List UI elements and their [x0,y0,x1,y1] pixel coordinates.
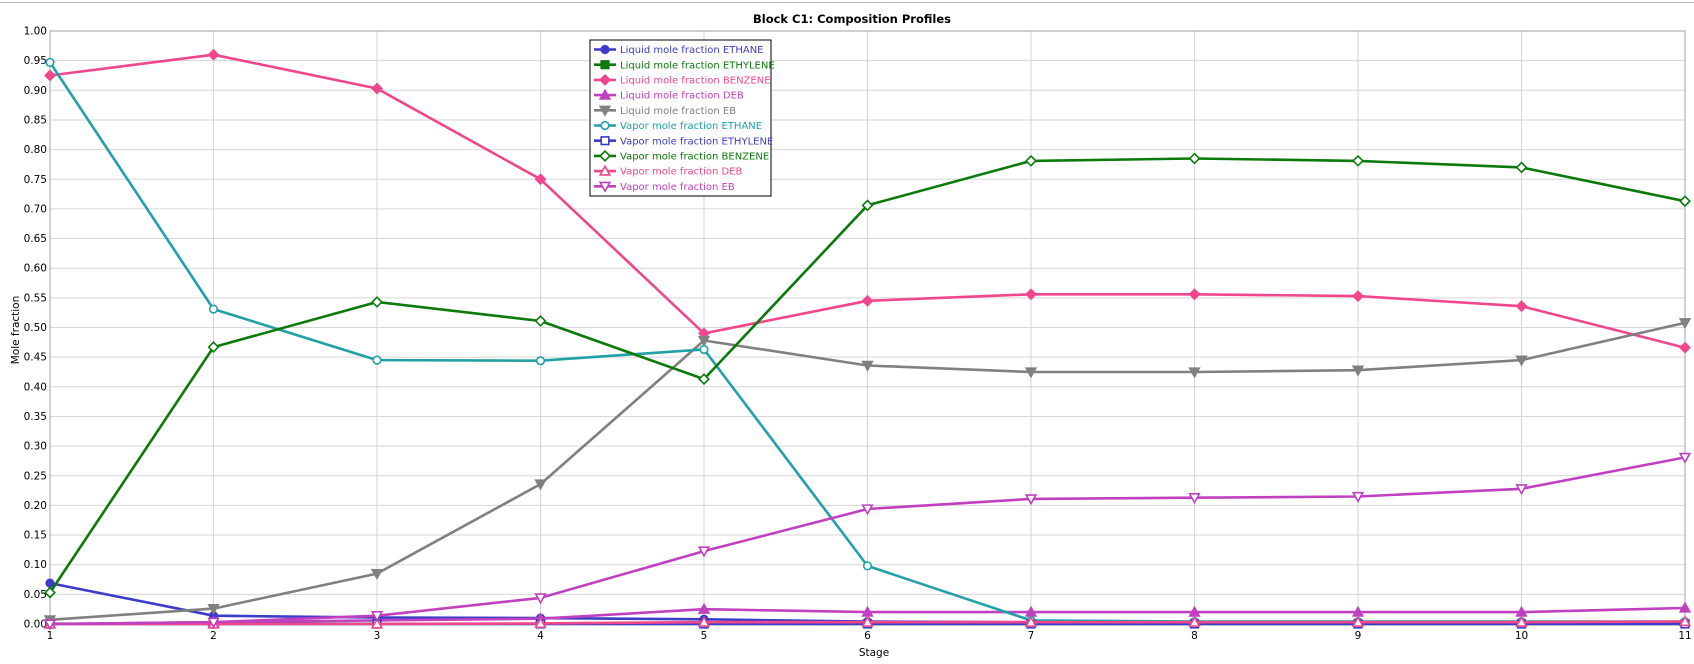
y-tick-label: 0.10 [24,559,47,571]
y-tick-label: 1.00 [24,26,47,38]
y-axis-label: Mole fraction [10,296,22,365]
legend-label: Liquid mole fraction BENZENE [620,76,771,87]
x-axis-label: Stage [859,647,889,659]
legend-marker [601,137,609,145]
y-tick-label: 0.35 [24,411,47,423]
y-tick-label: 0.40 [24,381,47,393]
x-tick-label: 10 [1515,630,1528,642]
legend-label: Vapor mole fraction BENZENE [620,152,769,163]
y-tick-label: 0.15 [24,530,47,542]
x-tick-label: 3 [374,630,381,642]
legend-entry: Liquid mole fraction ETHYLENE [594,60,775,71]
y-tick-label: 0.80 [24,144,47,156]
data-point [864,562,872,570]
legend-label: Liquid mole fraction EB [620,106,736,117]
legend-label: Liquid mole fraction DEB [620,91,744,102]
y-tick-label: 0.20 [24,500,47,512]
legend-marker [601,46,609,54]
data-point [700,346,708,354]
y-tick-label: 0.05 [24,589,47,601]
y-tick-label: 0.75 [24,174,47,186]
legend-label: Vapor mole fraction EB [620,182,735,193]
y-tick-label: 0.30 [24,441,47,453]
legend-entry: Vapor mole fraction ETHANE [594,121,762,132]
legend-entry: Liquid mole fraction BENZENE [594,75,771,86]
y-tick-label: 0.60 [24,263,47,275]
data-point [46,579,54,587]
y-tick-label: 0.85 [24,114,47,126]
x-tick-label: 5 [701,630,708,642]
y-tick-label: 0.50 [24,322,47,334]
legend-marker [601,122,609,130]
y-tick-label: 0.25 [24,470,47,482]
x-tick-label: 4 [537,630,544,642]
legend-label: Liquid mole fraction ETHYLENE [620,60,775,71]
x-tick-label: 1 [47,630,54,642]
y-tick-label: 0.95 [24,55,47,67]
y-tick-label: 0.90 [24,85,47,97]
legend-entry: Liquid mole fraction ETHANE [594,45,764,56]
data-point [373,356,381,364]
legend-label: Vapor mole fraction ETHANE [620,121,762,132]
x-tick-label: 6 [864,630,871,642]
legend-marker [601,61,609,69]
legend-label: Vapor mole fraction DEB [620,167,743,178]
legend-entry: Vapor mole fraction BENZENE [594,151,769,162]
x-tick-label: 11 [1678,630,1691,642]
x-tick-label: 8 [1191,630,1198,642]
y-tick-label: 0.55 [24,292,47,304]
x-tick-label: 2 [210,630,217,642]
data-point [210,305,218,313]
chart-title: Block C1: Composition Profiles [753,12,951,26]
legend-label: Vapor mole fraction ETHYLENE [620,136,773,147]
data-point [537,357,545,365]
y-tick-label: 0.65 [24,233,47,245]
y-tick-label: 0.00 [24,619,47,631]
y-tick-label: 0.45 [24,352,47,364]
y-tick-label: 0.70 [24,203,47,215]
data-point [46,59,54,67]
legend-label: Liquid mole fraction ETHANE [620,45,764,56]
x-tick-label: 7 [1028,630,1035,642]
legend-entry: Vapor mole fraction ETHYLENE [594,136,773,147]
x-tick-label: 9 [1355,630,1362,642]
